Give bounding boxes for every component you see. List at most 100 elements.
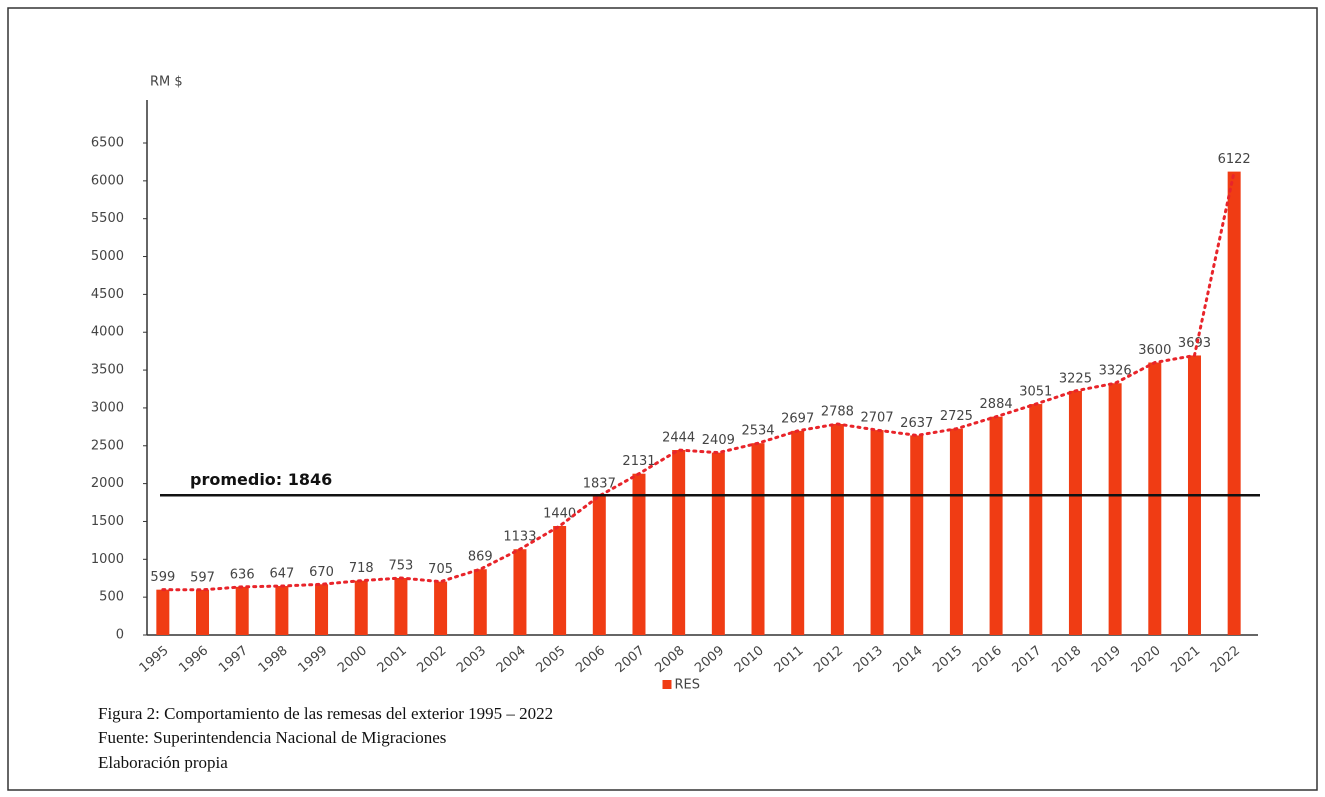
x-tick-label: 2016 [970, 643, 1005, 676]
reference-label: promedio: 1846 [190, 470, 332, 489]
bar [989, 416, 1003, 635]
x-tick-label: 2009 [692, 643, 727, 676]
x-tick-label: 2011 [772, 643, 807, 676]
x-tick-label: 2008 [652, 643, 687, 676]
value-label: 753 [388, 559, 413, 574]
bar [1148, 362, 1162, 635]
value-label: 869 [468, 550, 493, 565]
value-label: 3225 [1059, 371, 1092, 386]
x-tick-label: 2013 [851, 643, 886, 676]
y-tick-label: 6000 [91, 173, 124, 188]
bar [156, 589, 170, 635]
x-tick-label: 1996 [176, 643, 211, 676]
x-tick-label: 2021 [1168, 643, 1203, 676]
bar [434, 581, 448, 635]
value-label: 2444 [662, 431, 695, 446]
x-tick-label: 1995 [137, 643, 172, 676]
bar [830, 423, 844, 635]
caption: Fuente: Superintendencia Nacional de Mig… [98, 728, 446, 747]
value-label: 3051 [1019, 385, 1052, 400]
x-tick-label: 2012 [811, 643, 846, 676]
x-tick-label: 1997 [216, 643, 251, 676]
x-tick-label: 2015 [930, 643, 965, 676]
y-tick-label: 1500 [91, 514, 124, 529]
bar [949, 428, 963, 635]
bar [394, 578, 408, 635]
y-tick-label: 2500 [91, 438, 124, 453]
value-label: 2725 [940, 409, 973, 424]
x-tick-label: 2022 [1208, 643, 1243, 676]
x-tick-label: 2019 [1089, 643, 1124, 676]
x-tick-label: 1998 [256, 643, 291, 676]
value-label: 2884 [980, 397, 1013, 412]
bar [870, 430, 884, 635]
y-tick-label: 2000 [91, 476, 124, 491]
x-tick-label: 2005 [533, 643, 568, 676]
value-label: 718 [349, 561, 374, 576]
bar [592, 495, 606, 635]
bar [275, 586, 289, 635]
y-tick-label: 1000 [91, 552, 124, 567]
y-tick-label: 5000 [91, 249, 124, 264]
value-label: 647 [269, 567, 294, 582]
x-tick-label: 2000 [335, 643, 370, 676]
value-label: 3693 [1178, 336, 1211, 351]
bar [672, 450, 686, 635]
value-label: 2409 [702, 433, 735, 448]
value-label: 705 [428, 562, 453, 577]
bar [1068, 390, 1082, 635]
x-tick-label: 2004 [494, 643, 529, 676]
y-tick-label: 4500 [91, 287, 124, 302]
value-label: 2131 [622, 454, 655, 469]
x-tick-label: 2014 [891, 643, 926, 676]
value-label: 2637 [900, 416, 933, 431]
y-tick-label: 3500 [91, 363, 124, 378]
legend-label: RES [675, 678, 701, 693]
frame [7, 7, 1318, 791]
value-label: 636 [230, 567, 255, 582]
x-tick-label: 2020 [1129, 643, 1164, 676]
value-label: 2697 [781, 411, 814, 426]
bar [1108, 383, 1122, 635]
x-tick-label: 2002 [414, 643, 449, 676]
value-label: 3600 [1138, 343, 1171, 358]
value-label: 670 [309, 565, 334, 580]
bar [196, 589, 210, 635]
y-tick-label: 6500 [91, 136, 124, 151]
x-tick-label: 1999 [295, 643, 330, 676]
value-label: 2788 [821, 404, 854, 419]
trendline [161, 170, 1236, 592]
y-axis-label: RM $ [150, 75, 183, 90]
legend-swatch [662, 680, 672, 689]
caption: Elaboración propia [98, 753, 228, 772]
bar [1029, 404, 1043, 635]
bar [235, 586, 249, 635]
bar [751, 443, 765, 635]
bar [553, 526, 567, 635]
bar [1227, 171, 1241, 635]
value-label: 597 [190, 570, 215, 585]
x-tick-label: 2018 [1049, 643, 1084, 676]
bar [354, 580, 368, 635]
y-tick-label: 500 [99, 590, 124, 605]
value-label: 2707 [861, 411, 894, 426]
x-tick-label: 2001 [375, 643, 410, 676]
y-tick-label: 3000 [91, 400, 124, 415]
x-tick-label: 2017 [1010, 643, 1045, 676]
bar [910, 435, 924, 635]
value-label: 6122 [1218, 152, 1251, 167]
bar [315, 584, 329, 635]
x-tick-label: 2003 [454, 643, 489, 676]
x-tick-label: 2010 [732, 643, 767, 676]
bar [513, 549, 527, 635]
value-label: 2534 [741, 424, 774, 439]
y-tick-label: 4000 [91, 325, 124, 340]
value-label: 1133 [503, 530, 536, 545]
value-label: 599 [150, 570, 175, 585]
bar [711, 452, 725, 635]
value-label: 1837 [583, 476, 616, 491]
y-tick-label: 5500 [91, 211, 124, 226]
bar [791, 430, 805, 635]
y-tick-label: 0 [116, 628, 124, 643]
